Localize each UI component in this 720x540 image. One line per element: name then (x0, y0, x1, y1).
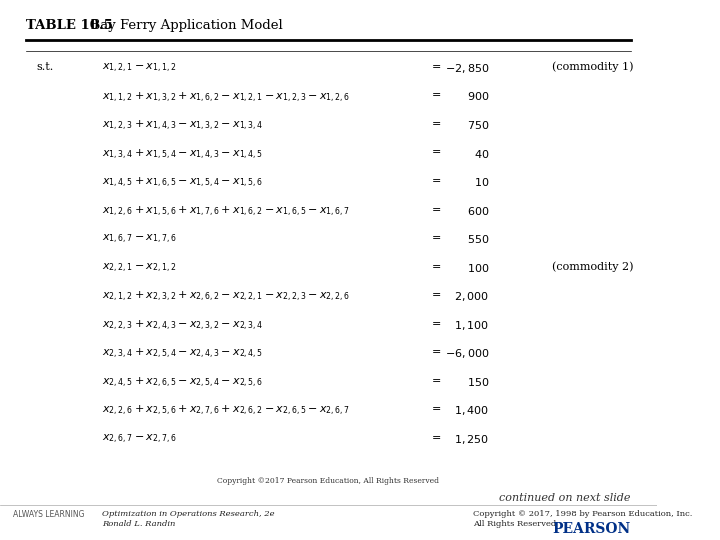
Text: Optimization in Operations Research, 2e
Ronald L. Randin: Optimization in Operations Research, 2e … (102, 510, 274, 528)
Text: $1,250$: $1,250$ (454, 433, 490, 446)
Text: =: = (432, 347, 441, 357)
Text: $x_{2,2,6} + x_{2,5,6} + x_{2,7,6} + x_{2,6,2} - x_{2,6,5} - x_{2,6,7}$: $x_{2,2,6} + x_{2,5,6} + x_{2,7,6} + x_{… (102, 404, 350, 418)
Text: $150$: $150$ (467, 376, 490, 388)
Text: ALWAYS LEARNING: ALWAYS LEARNING (13, 510, 85, 519)
Text: =: = (432, 376, 441, 386)
Text: $x_{2,6,7} - x_{2,7,6}$: $x_{2,6,7} - x_{2,7,6}$ (102, 433, 176, 446)
Text: $-6,000$: $-6,000$ (445, 347, 490, 360)
Text: $40$: $40$ (474, 147, 490, 159)
Text: $10$: $10$ (474, 176, 490, 188)
Text: =: = (432, 290, 441, 300)
Text: $x_{2,4,5} + x_{2,6,5} - x_{2,5,4} - x_{2,5,6}$: $x_{2,4,5} + x_{2,6,5} - x_{2,5,4} - x_{… (102, 376, 263, 390)
Text: $x_{2,2,1} - x_{2,1,2}$: $x_{2,2,1} - x_{2,1,2}$ (102, 262, 176, 275)
Text: =: = (432, 404, 441, 414)
Text: =: = (432, 205, 441, 214)
Text: $x_{1,6,7} - x_{1,7,6}$: $x_{1,6,7} - x_{1,7,6}$ (102, 233, 176, 246)
Text: $x_{2,3,4} + x_{2,5,4} - x_{2,4,3} - x_{2,4,5}$: $x_{2,3,4} + x_{2,5,4} - x_{2,4,3} - x_{… (102, 347, 263, 361)
Text: $2,000$: $2,000$ (454, 290, 490, 303)
Text: $x_{2,1,2} + x_{2,3,2} + x_{2,6,2} - x_{2,2,1} - x_{2,2,3} - x_{2,2,6}$: $x_{2,1,2} + x_{2,3,2} + x_{2,6,2} - x_{… (102, 290, 350, 305)
Text: =: = (432, 119, 441, 129)
Text: $x_{1,4,5} + x_{1,6,5} - x_{1,5,4} - x_{1,5,6}$: $x_{1,4,5} + x_{1,6,5} - x_{1,5,4} - x_{… (102, 176, 263, 190)
Text: $x_{1,2,6} + x_{1,5,6} + x_{1,7,6} + x_{1,6,2} - x_{1,6,5} - x_{1,6,7}$: $x_{1,2,6} + x_{1,5,6} + x_{1,7,6} + x_{… (102, 205, 350, 219)
Text: Copyright ©2017 Pearson Education, All Rights Reserved: Copyright ©2017 Pearson Education, All R… (217, 476, 439, 484)
Text: $750$: $750$ (467, 119, 490, 131)
Text: =: = (432, 147, 441, 158)
Text: =: = (432, 233, 441, 243)
Text: $x_{1,2,3} + x_{1,4,3} - x_{1,3,2} - x_{1,3,4}$: $x_{1,2,3} + x_{1,4,3} - x_{1,3,2} - x_{… (102, 119, 264, 133)
Text: $900$: $900$ (467, 91, 490, 103)
Text: $1,100$: $1,100$ (454, 319, 490, 332)
Text: continued on next slide: continued on next slide (499, 492, 631, 503)
Text: =: = (432, 176, 441, 186)
Text: $600$: $600$ (467, 205, 490, 217)
Text: $x_{2,2,3} + x_{2,4,3} - x_{2,3,2} - x_{2,3,4}$: $x_{2,2,3} + x_{2,4,3} - x_{2,3,2} - x_{… (102, 319, 264, 333)
Text: TABLE 10.5: TABLE 10.5 (26, 19, 113, 32)
Text: $550$: $550$ (467, 233, 490, 245)
Text: =: = (432, 91, 441, 100)
Text: Bay Ferry Application Model: Bay Ferry Application Model (82, 19, 283, 32)
Text: $100$: $100$ (467, 262, 490, 274)
Text: $x_{1,3,4} + x_{1,5,4} - x_{1,4,3} - x_{1,4,5}$: $x_{1,3,4} + x_{1,5,4} - x_{1,4,3} - x_{… (102, 147, 263, 161)
Text: $x_{1,1,2} + x_{1,3,2} + x_{1,6,2} - x_{1,2,1} - x_{1,2,3} - x_{1,2,6}$: $x_{1,1,2} + x_{1,3,2} + x_{1,6,2} - x_{… (102, 91, 350, 105)
Text: PEARSON: PEARSON (552, 522, 631, 536)
Text: Copyright © 2017, 1998 by Pearson Education, Inc.
All Rights Reserved: Copyright © 2017, 1998 by Pearson Educat… (473, 510, 693, 528)
Text: =: = (432, 433, 441, 443)
Text: $-2,850$: $-2,850$ (445, 62, 490, 75)
Text: $x_{1,2,1} - x_{1,1,2}$: $x_{1,2,1} - x_{1,1,2}$ (102, 62, 176, 75)
Text: =: = (432, 262, 441, 272)
Text: s.t.: s.t. (36, 62, 53, 72)
Text: (commodity 1): (commodity 1) (552, 62, 634, 72)
Text: =: = (432, 319, 441, 329)
Text: (commodity 2): (commodity 2) (552, 262, 634, 272)
Text: =: = (432, 62, 441, 72)
Text: $1,400$: $1,400$ (454, 404, 490, 417)
